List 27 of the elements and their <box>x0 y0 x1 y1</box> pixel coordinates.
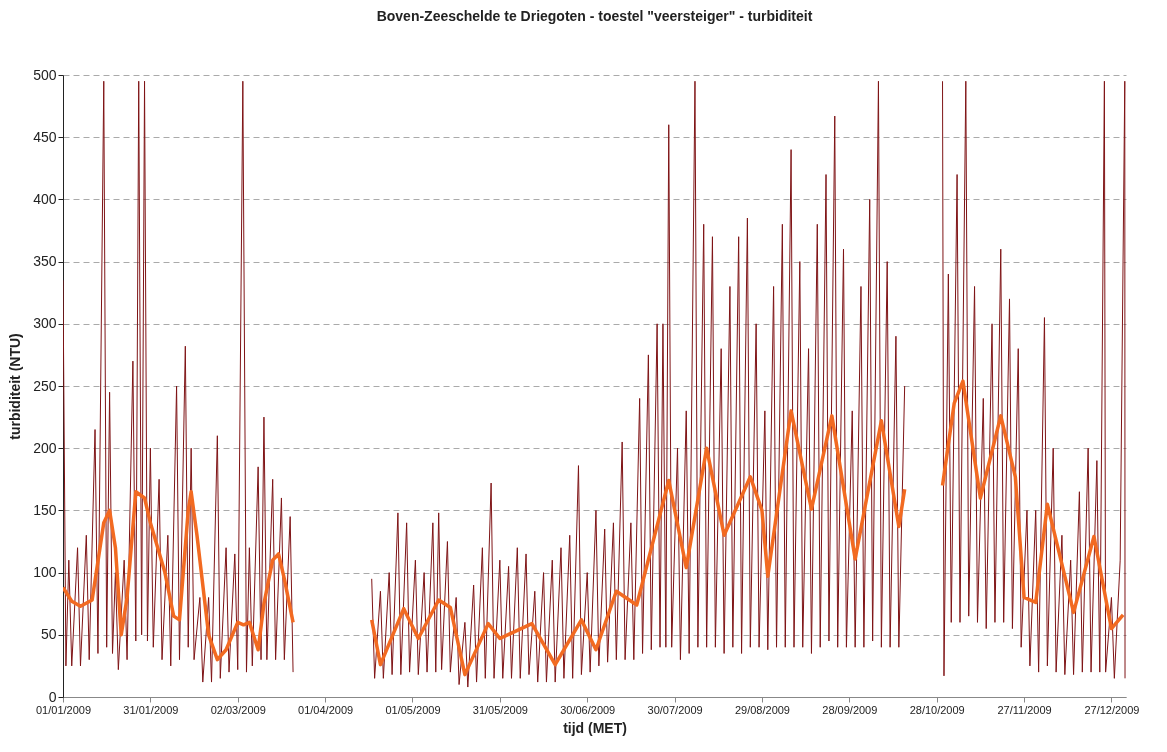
x-tick-label: 27/11/2009 <box>997 703 1052 716</box>
x-tick-label: 28/09/2009 <box>822 703 878 716</box>
x-axis-title: tijd (MET) <box>563 719 627 736</box>
y-axis-title: turbiditeit (NTU) <box>7 333 24 440</box>
y-tick-label: 350 <box>33 253 57 270</box>
x-tick-label: 30/07/2009 <box>647 703 703 716</box>
x-tick-label: 01/04/2009 <box>298 703 354 716</box>
y-tick-label: 0 <box>48 688 57 705</box>
y-tick-label: 500 <box>33 66 57 83</box>
x-tick-label: 01/05/2009 <box>385 703 441 716</box>
y-tick-label: 100 <box>33 564 57 581</box>
x-tick-label: 02/03/2009 <box>210 703 266 716</box>
y-tick-label: 150 <box>33 501 57 518</box>
y-tick-label: 250 <box>33 377 57 394</box>
x-tick-label: 30/06/2009 <box>560 703 616 716</box>
x-tick-label: 27/12/2009 <box>1084 703 1140 716</box>
x-tick-label: 29/08/2009 <box>734 703 790 716</box>
y-tick-label: 300 <box>33 315 57 332</box>
y-tick-label: 200 <box>33 439 57 456</box>
x-tick-label: 31/01/2009 <box>123 703 179 716</box>
y-tick-label: 450 <box>33 128 57 145</box>
y-tick-label: 400 <box>33 190 57 207</box>
y-tick-label: 50 <box>40 626 57 643</box>
chart-title: Boven-Zeeschelde te Driegoten - toestel "veersteiger" - turbiditeit <box>376 8 813 24</box>
x-tick-label: 31/05/2009 <box>472 703 528 716</box>
x-tick-label: 28/10/2009 <box>909 703 965 716</box>
x-tick-label: 01/01/2009 <box>35 703 92 716</box>
